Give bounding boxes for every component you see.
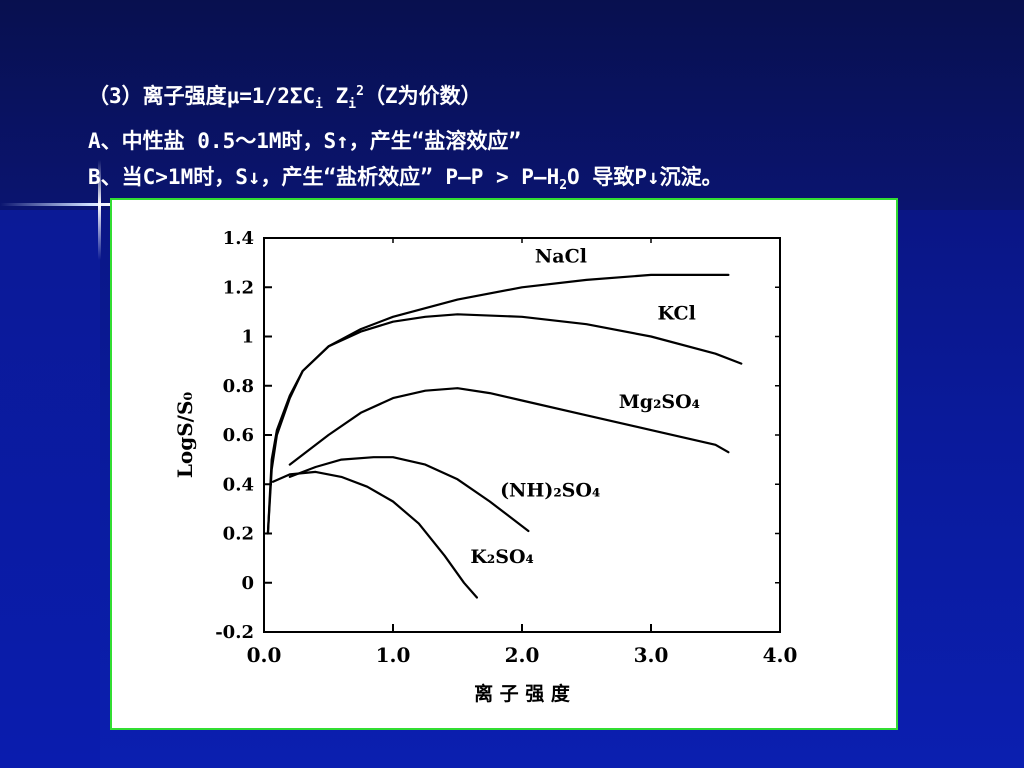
y-tick-label: -0.2 bbox=[215, 622, 254, 643]
x-axis-label: 离 子 强 度 bbox=[474, 682, 571, 705]
text-fragment: O 导致P↓沉淀。 bbox=[567, 165, 723, 190]
title-band bbox=[0, 0, 1024, 210]
y-tick-label: 0.2 bbox=[223, 524, 254, 545]
series-label: (NH)₂SO₄ bbox=[500, 480, 600, 502]
x-tick-label: 0.0 bbox=[247, 643, 282, 667]
decor-vertical-line bbox=[98, 160, 101, 260]
y-tick-label: 1.4 bbox=[223, 228, 254, 249]
text-fragment: Z bbox=[322, 84, 349, 108]
series-line bbox=[288, 387, 730, 466]
slide-text: （3）离子强度μ=1/2ΣCi Zi2（Z为价数） A、中性盐 0.5～1M时，… bbox=[88, 74, 1008, 204]
text-fragment: i bbox=[315, 97, 323, 113]
series-line bbox=[288, 456, 530, 533]
y-axis-label: LogS/S₀ bbox=[173, 392, 197, 479]
series-label: K₂SO₄ bbox=[470, 546, 533, 568]
series-label: KCl bbox=[657, 302, 695, 324]
y-tick-label: 0 bbox=[241, 573, 254, 594]
text-fragment: （Z为价数） bbox=[363, 84, 482, 108]
text-fragment: B、当C>1M时，S↓，产生“盐析效应” P—P > P—H bbox=[88, 165, 560, 190]
x-tick-label: 1.0 bbox=[376, 643, 411, 667]
y-tick-label: 0.8 bbox=[223, 376, 254, 397]
y-tick-label: 0.4 bbox=[223, 474, 254, 495]
x-tick-label: 4.0 bbox=[763, 643, 798, 667]
text-fragment: i bbox=[348, 97, 357, 113]
text-line-salting-in: A、中性盐 0.5～1M时，S↑，产生“盐溶效应” bbox=[88, 123, 1008, 159]
series-line bbox=[266, 273, 730, 535]
series-line bbox=[271, 470, 478, 599]
text-fragment: A、中性盐 0.5～1M时，S↑，产生“盐溶效应” bbox=[88, 129, 522, 154]
text-fragment: 2 bbox=[356, 84, 364, 99]
chart-frame: -0.2 0 0.2 0.4 0.6 0.8 1 1.2 1.4 0.0 1.0 2.0 3.0 4.0 N… bbox=[110, 198, 898, 730]
series-label: Mg₂SO₄ bbox=[619, 391, 700, 413]
y-tick-label: 1.2 bbox=[223, 277, 254, 298]
text-line-salting-out: B、当C>1M时，S↓，产生“盐析效应” P—P > P—H2O 导致P↓沉淀。 bbox=[88, 159, 1008, 204]
left-band bbox=[0, 210, 100, 768]
solubility-chart: -0.2 0 0.2 0.4 0.6 0.8 1 1.2 1.4 0.0 1.0 2.0 3.0 4.0 N… bbox=[173, 228, 798, 705]
plot-area-border bbox=[263, 237, 781, 633]
x-tick-label: 3.0 bbox=[634, 643, 669, 667]
series-line bbox=[266, 313, 743, 535]
text-fragment: 2 bbox=[559, 178, 568, 194]
series-label: NaCl bbox=[535, 246, 587, 268]
y-tick-label: 1 bbox=[241, 327, 254, 348]
text-line-ionic-strength: （3）离子强度μ=1/2ΣCi Zi2（Z为价数） bbox=[88, 74, 1008, 123]
x-tick-label: 2.0 bbox=[505, 643, 540, 667]
y-tick-label: 0.6 bbox=[223, 425, 254, 446]
decor-horizontal-line bbox=[0, 203, 112, 206]
text-fragment: （3）离子强度μ=1/2ΣC bbox=[88, 84, 316, 108]
